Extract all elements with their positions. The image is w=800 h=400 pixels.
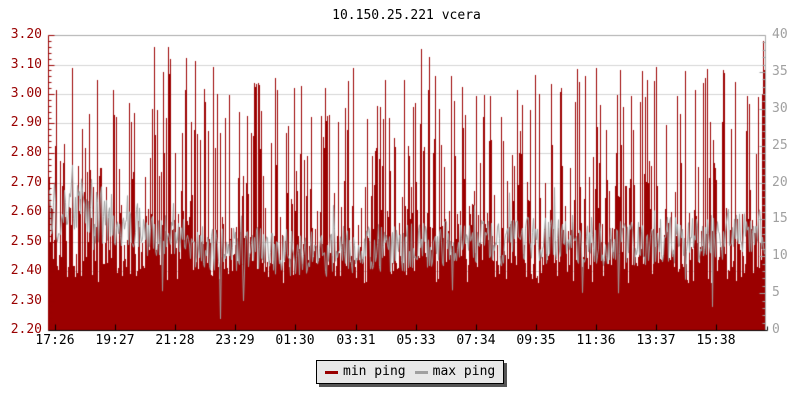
x-axis-tick-label: 15:38 <box>696 333 736 348</box>
legend: min ping max ping <box>316 360 505 384</box>
left-axis-tick-label: 2.80 <box>10 145 42 160</box>
left-axis-tick-label: 3.20 <box>10 27 42 42</box>
legend-label-min-ping: min ping <box>343 364 406 379</box>
right-axis-tick-label: 35 <box>772 64 788 79</box>
x-axis-tick-label: 05:33 <box>396 333 436 348</box>
left-axis-tick-label: 2.70 <box>10 175 42 190</box>
right-axis-tick-label: 20 <box>772 175 788 190</box>
left-axis-tick-label: 2.90 <box>10 115 42 130</box>
legend-label-max-ping: max ping <box>432 364 496 379</box>
right-axis-tick-label: 40 <box>772 27 788 42</box>
right-axis-tick-label: 10 <box>772 248 788 263</box>
right-axis-tick-label: 0 <box>772 322 780 337</box>
x-axis-tick-label: 07:34 <box>456 333 496 348</box>
min-ping-swatch-icon <box>325 370 338 374</box>
right-axis-tick-label: 30 <box>772 101 788 116</box>
x-axis-tick-label: 21:28 <box>155 333 195 348</box>
left-axis-tick-label: 2.40 <box>10 263 42 278</box>
x-axis-tick-label: 09:35 <box>516 333 556 348</box>
x-axis-tick-label: 17:26 <box>35 333 75 348</box>
x-axis-tick-label: 01:30 <box>275 333 315 348</box>
max-ping-swatch-icon <box>414 370 428 374</box>
right-axis-tick-label: 25 <box>772 138 788 153</box>
left-axis-tick-label: 3.10 <box>10 57 42 72</box>
left-axis-tick-label: 2.20 <box>10 322 42 337</box>
x-axis-tick-label: 13:37 <box>636 333 676 348</box>
left-axis-tick-label: 2.50 <box>10 234 42 249</box>
right-axis-tick-label: 15 <box>772 211 788 226</box>
chart-title: 10.150.25.221 vcera <box>332 8 481 23</box>
x-axis-tick-label: 11:36 <box>576 333 616 348</box>
left-axis-tick-label: 2.30 <box>10 293 42 308</box>
x-axis-tick-label: 19:27 <box>95 333 135 348</box>
right-axis-tick-label: 5 <box>772 285 780 300</box>
left-axis-tick-label: 2.60 <box>10 204 42 219</box>
x-axis-tick-label: 23:29 <box>215 333 255 348</box>
x-axis-tick-label: 03:31 <box>336 333 376 348</box>
left-axis-tick-label: 3.00 <box>10 86 42 101</box>
